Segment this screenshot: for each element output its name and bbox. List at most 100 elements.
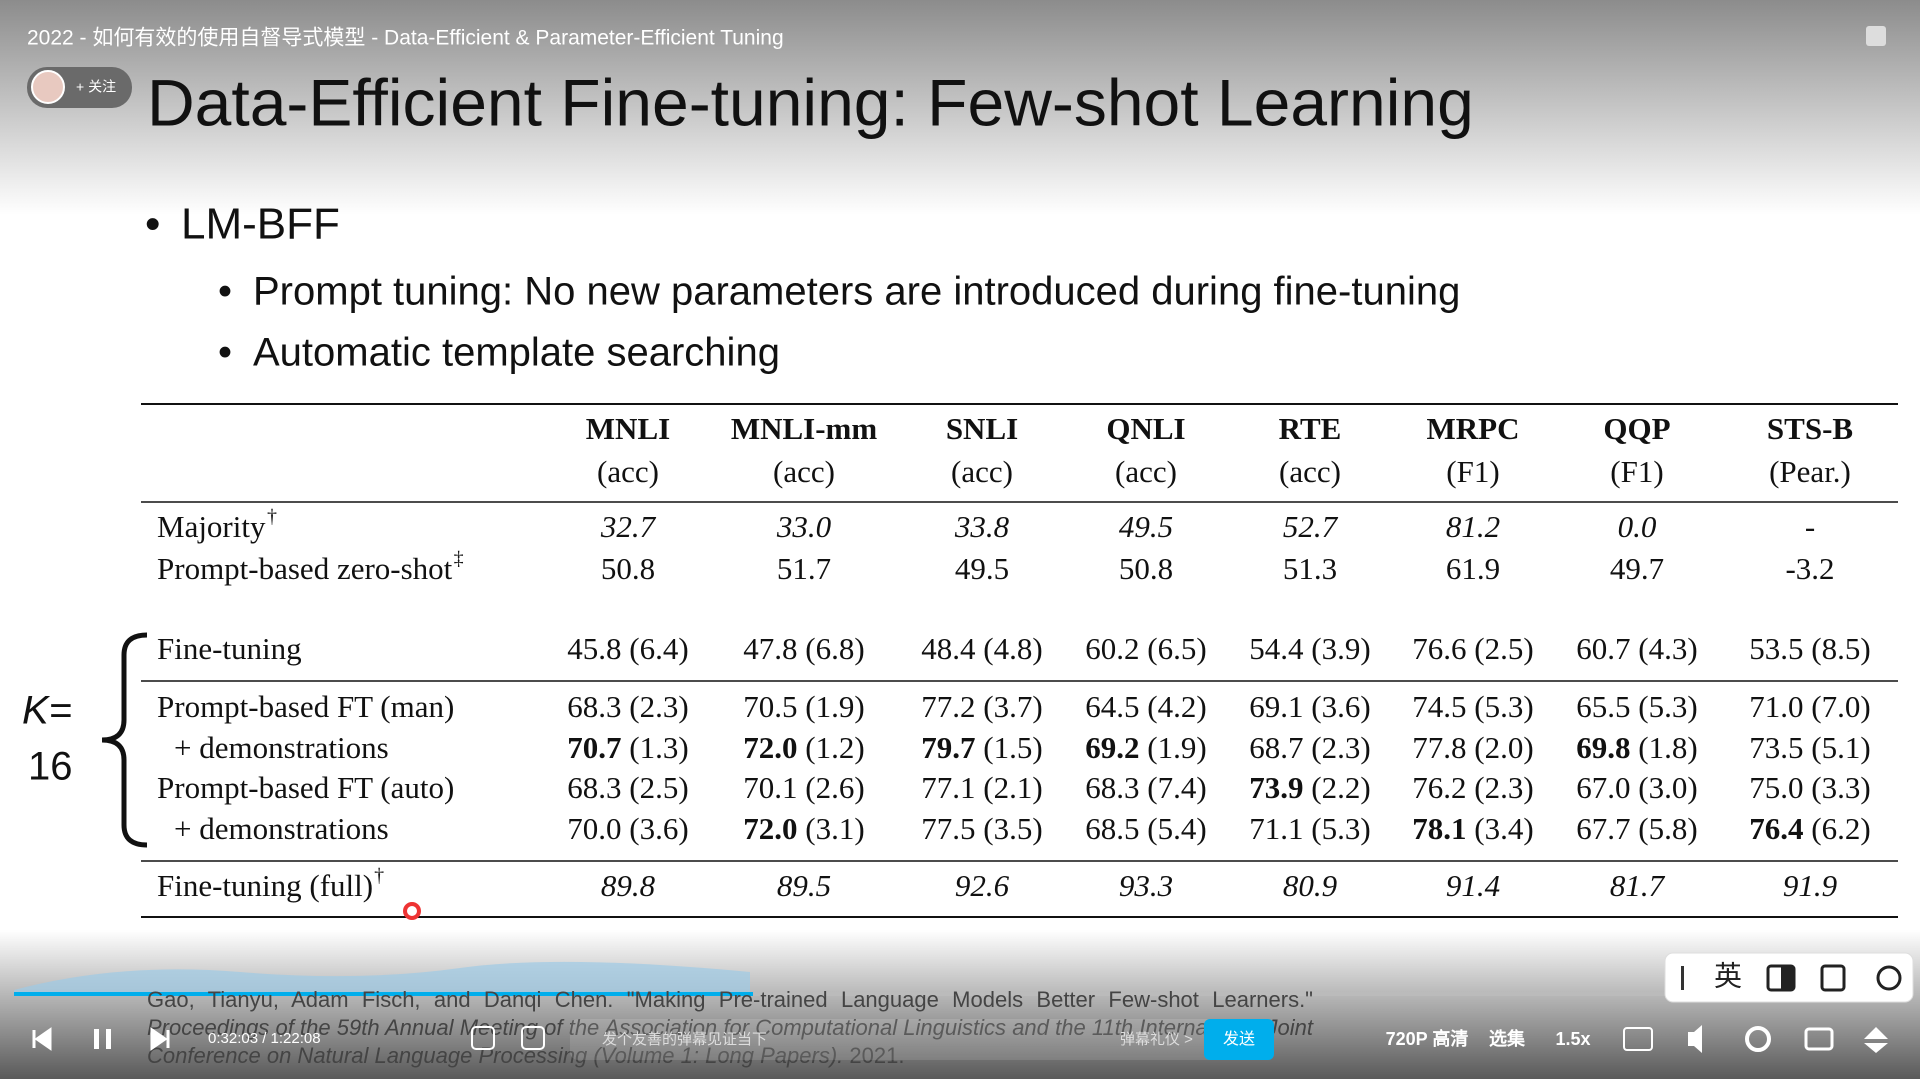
- progress-heat: [14, 961, 750, 994]
- pip-button[interactable]: [1804, 1027, 1834, 1051]
- column-name: STS-B: [1767, 411, 1853, 446]
- table-cell: 68.5 (5.4): [1085, 811, 1206, 846]
- toolbar-handle[interactable]: [1681, 966, 1684, 990]
- table-cell: 68.7 (2.3): [1249, 730, 1370, 765]
- toolbar-settings[interactable]: [1876, 965, 1902, 991]
- k-label: K=: [22, 689, 72, 733]
- table-cell: 60.2 (6.5): [1085, 631, 1206, 666]
- next-button[interactable]: [150, 1027, 170, 1051]
- results-table: MNLI (acc) MNLI-mm (acc) SNLI (acc) QNLI (acc) R…: [141, 403, 1898, 918]
- column-name: SNLI: [946, 411, 1018, 446]
- table-cell: 49.5: [1119, 509, 1173, 544]
- table-cell: 52.7: [1283, 509, 1339, 544]
- progress-played: [14, 992, 753, 996]
- table-cell: 69.1 (3.6): [1249, 689, 1370, 724]
- table-cell: 45.8 (6.4): [567, 631, 688, 666]
- send-button-bg[interactable]: [1204, 1019, 1274, 1060]
- prev-button[interactable]: [32, 1027, 52, 1051]
- danmaku-toggle[interactable]: [471, 1026, 495, 1050]
- table-cell: 70.0 (3.6): [567, 811, 688, 846]
- send-button[interactable]: 发送: [1223, 1030, 1255, 1048]
- brace: [101, 632, 148, 848]
- citation-year: 2021.: [849, 1043, 905, 1068]
- column-metric: (acc): [773, 454, 835, 489]
- avatar[interactable]: [31, 70, 65, 104]
- progress-track[interactable]: [14, 992, 1906, 996]
- subtitle-language[interactable]: 英: [1714, 960, 1742, 991]
- fullscreen-button[interactable]: [1864, 1027, 1888, 1053]
- follow-button[interactable]: + 关注: [76, 79, 116, 95]
- table-cell: 68.3 (2.5): [567, 770, 688, 805]
- table-cell: 32.7: [600, 509, 657, 544]
- speed-button[interactable]: 1.5x: [1555, 1029, 1590, 1049]
- table-cell: 73.9 (2.2): [1249, 770, 1370, 805]
- table-cell: 70.5 (1.9): [743, 689, 864, 724]
- table-cell: 47.8 (6.8): [743, 631, 864, 666]
- table-cell: 0.0: [1618, 509, 1657, 544]
- pause-button[interactable]: [94, 1029, 99, 1049]
- row-label: Prompt-based zero-shot: [157, 551, 453, 586]
- volume-button[interactable]: [1688, 1025, 1702, 1053]
- column-metric: (acc): [1279, 454, 1341, 489]
- table-cell: 74.5 (5.3): [1412, 689, 1533, 724]
- table-cell: 68.3 (7.4): [1085, 770, 1206, 805]
- time-display: 0:32:03 / 1:22:08: [208, 1030, 321, 1047]
- column-name: MNLI: [586, 411, 670, 446]
- table-cell: 78.1 (3.4): [1412, 811, 1533, 846]
- quality-button[interactable]: 720P 高清: [1386, 1028, 1469, 1049]
- table-cell: 91.4: [1446, 868, 1500, 903]
- danmaku-settings[interactable]: [521, 1026, 545, 1050]
- table-cell: 73.5 (5.1): [1749, 730, 1870, 765]
- table-cell: 70.1 (2.6): [743, 770, 864, 805]
- bullet: LM-BFF: [181, 200, 340, 249]
- column-metric: (Pear.): [1769, 454, 1851, 489]
- table-cell: 50.8: [601, 551, 655, 586]
- table-cell: 51.7: [777, 551, 831, 586]
- row-label: + demonstrations: [174, 730, 389, 765]
- column-metric: (acc): [1115, 454, 1177, 489]
- table-cell: 61.9: [1446, 551, 1500, 586]
- column-name: RTE: [1279, 411, 1342, 446]
- table-cell: 60.7 (4.3): [1576, 631, 1697, 666]
- toolbar-translate[interactable]: [1820, 964, 1846, 992]
- help-icon[interactable]: [1866, 26, 1886, 46]
- danmaku-input[interactable]: [570, 1019, 1274, 1060]
- k-value: 16: [28, 745, 73, 789]
- episodes-button[interactable]: 选集: [1489, 1028, 1526, 1049]
- table-cell: 65.5 (5.3): [1576, 689, 1697, 724]
- top-overlay: [0, 0, 1920, 215]
- bullet-dot: •: [218, 331, 232, 375]
- table-cell: 77.5 (3.5): [921, 811, 1042, 846]
- table-cell: 75.0 (3.3): [1749, 770, 1870, 805]
- column-metric: (F1): [1610, 454, 1663, 489]
- table-cell: 68.3 (2.3): [567, 689, 688, 724]
- table-cell: 69.2 (1.9): [1085, 730, 1206, 765]
- danmaku-etiquette[interactable]: 弹幕礼仪 >: [1120, 1031, 1193, 1048]
- table-cell: 54.4 (3.9): [1249, 631, 1370, 666]
- table-cell: 49.5: [955, 551, 1009, 586]
- bullet-dot: •: [145, 200, 160, 249]
- row-label: Majority: [157, 509, 266, 544]
- table-cell: 79.7 (1.5): [921, 730, 1042, 765]
- table-cell: 67.7 (5.8): [1576, 811, 1697, 846]
- row-footnote-mark: †: [374, 865, 384, 887]
- column-name: QQP: [1603, 411, 1670, 446]
- bullet-dot: •: [218, 270, 232, 314]
- subtitle-button[interactable]: [1623, 1027, 1653, 1051]
- table-cell: 77.2 (3.7): [921, 689, 1042, 724]
- pause-button[interactable]: [106, 1029, 111, 1049]
- column-metric: (F1): [1446, 454, 1499, 489]
- danmaku-placeholder[interactable]: 发个友善的弹幕见证当下: [602, 1031, 767, 1048]
- citation-authors: Gao, Tianyu, Adam Fisch, and Danqi Chen.…: [147, 987, 1313, 1012]
- table-cell: 93.3: [1119, 868, 1173, 903]
- table-cell: 69.8 (1.8): [1576, 730, 1697, 765]
- table-cell: 72.0 (3.1): [743, 811, 864, 846]
- settings-button[interactable]: [1745, 1026, 1771, 1052]
- table-cell: 33.0: [776, 509, 832, 544]
- table-cell: 50.8: [1119, 551, 1173, 586]
- sub-bullet: Automatic template searching: [253, 331, 780, 375]
- table-cell: 53.5 (8.5): [1749, 631, 1870, 666]
